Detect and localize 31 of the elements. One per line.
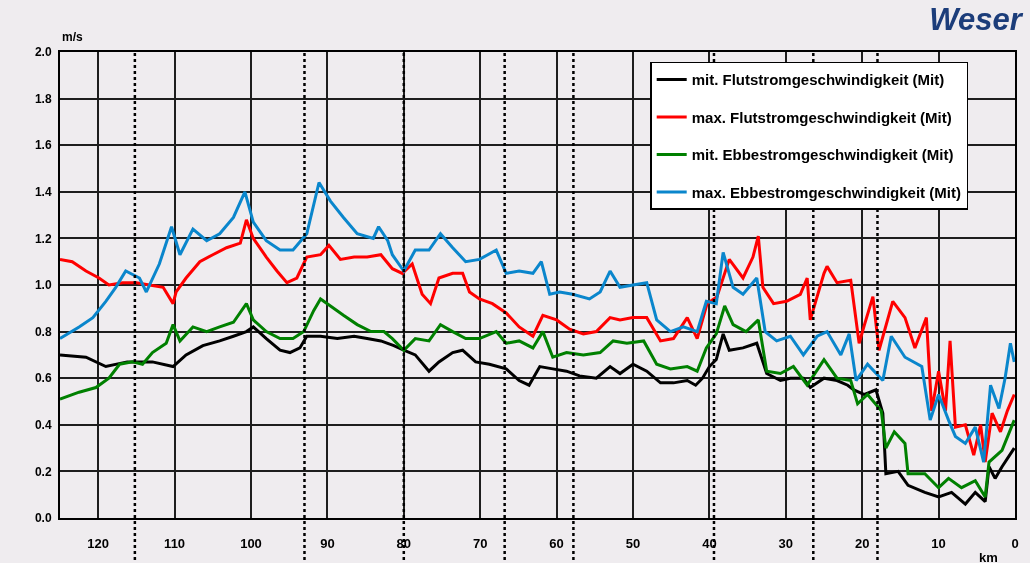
x-tick-label: 80 xyxy=(396,535,412,551)
y-tick-label: 2.0 xyxy=(34,45,52,60)
legend-label: mit. Flutstromgeschwindigkeit (Mit) xyxy=(691,71,945,89)
y-tick-label: 0.2 xyxy=(34,464,52,479)
y-tick-label: 1.2 xyxy=(34,231,52,246)
y-tick-label: 0.8 xyxy=(34,324,52,339)
x-tick-label: 10 xyxy=(931,535,946,551)
y-axis-title: m/s xyxy=(62,30,83,44)
x-tick-label: 60 xyxy=(549,535,564,551)
x-tick-label: 50 xyxy=(625,535,641,551)
x-tick-label: 100 xyxy=(240,535,262,551)
y-tick-label: 1.4 xyxy=(34,185,52,199)
x-tick-label: 120 xyxy=(87,535,110,551)
chart-title: Weser xyxy=(929,2,1024,38)
x-tick-label: 90 xyxy=(320,535,335,551)
legend-label: mit. Ebbestromgeschwindigkeit (Mit) xyxy=(691,146,954,164)
line-series xyxy=(60,297,1015,499)
x-tick-label: 0 xyxy=(1011,535,1019,551)
legend-label: max. Ebbestromgeschwindigkeit (Mit) xyxy=(691,183,961,201)
x-tick-label: 70 xyxy=(472,535,488,551)
y-tick-label: 1.8 xyxy=(34,91,52,106)
x-tick-label: 30 xyxy=(778,535,794,551)
x-axis-title: km xyxy=(979,550,998,563)
y-tick-label: 0.6 xyxy=(34,371,52,386)
y-tick-label: 0.4 xyxy=(34,418,52,432)
y-tick-label: 0.0 xyxy=(34,511,52,526)
legend-label: max. Flutstromgeschwindigkeit (Mit) xyxy=(691,108,952,126)
y-tick-label: 1.0 xyxy=(34,278,52,293)
x-tick-label: 20 xyxy=(854,535,870,551)
x-tick-label: 110 xyxy=(164,535,186,551)
y-tick-label: 1.6 xyxy=(34,138,52,153)
